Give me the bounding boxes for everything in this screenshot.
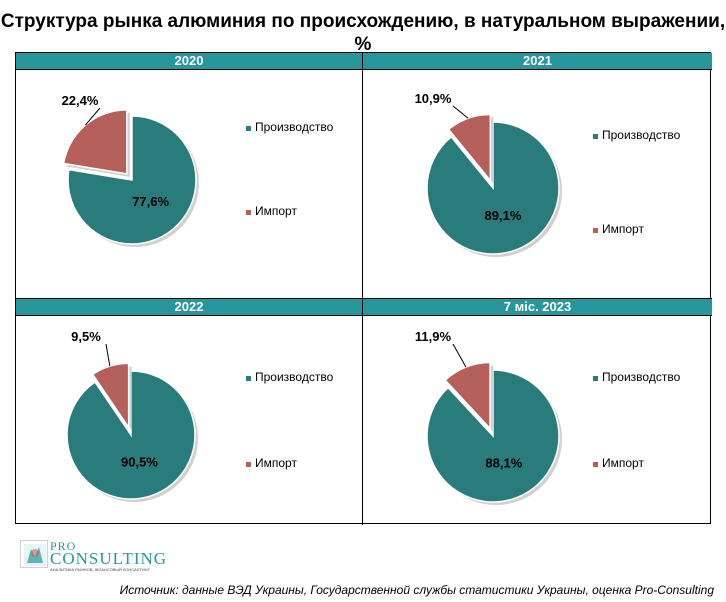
charts-grid: 2020 77,6% 22,4% Производство Импорт 2021 89,1… — [15, 52, 712, 525]
pie-slice-production — [67, 115, 197, 245]
pie-panel-title: 2021 — [363, 53, 712, 70]
pie-slice-production — [66, 370, 196, 500]
pie-data-label: 10,9% — [415, 91, 452, 106]
pie-data-label: 11,9% — [415, 329, 452, 344]
pie-slice-production — [426, 369, 560, 503]
pie-panel-3: 7 міс. 2023 88,1% 11,9% Производство Импорт — [363, 299, 712, 525]
pie-slice-production — [426, 121, 560, 255]
legend-swatch-production — [246, 376, 251, 381]
legend-label-import: Импорт — [602, 222, 644, 236]
logo-pro-text: PRO — [50, 539, 77, 553]
legend-swatch-import — [246, 462, 251, 467]
legend-swatch-production — [593, 134, 598, 139]
legend-label-import: Импорт — [255, 456, 297, 470]
pie-panel-title: 2020 — [16, 53, 362, 70]
pie-panel-2: 2022 90,5% 9,5% Производство Импорт — [16, 299, 363, 525]
logo-consulting-text: CONSULTING — [50, 549, 168, 568]
legend-label-production: Производство — [602, 128, 681, 142]
chart-title: Структура рынка алюминия по происхождени… — [0, 11, 726, 55]
pie-data-label: 9,5% — [71, 329, 101, 344]
pie-panel-0: 2020 77,6% 22,4% Производство Импорт — [16, 53, 363, 299]
pie-data-label: 77,6% — [132, 194, 169, 209]
source-note: Источник: данные ВЭД Украины, Государств… — [119, 583, 714, 597]
pie-slice-import — [444, 361, 491, 431]
pie-data-label: 22,4% — [62, 93, 99, 108]
legend-swatch-import — [593, 462, 598, 467]
legend-swatch-production — [593, 376, 598, 381]
pie-slice-import — [447, 113, 492, 183]
pie-data-label: 88,1% — [485, 456, 522, 471]
legend-label-production: Производство — [255, 120, 334, 134]
pie-chart-svg: 88,1% 11,9% Производство Импорт — [415, 329, 681, 505]
pie-chart-svg: 77,6% 22,4% Производство Импорт — [62, 93, 334, 247]
legend-label-import: Импорт — [602, 456, 644, 470]
legend-swatch-production — [246, 126, 251, 131]
logo-emblem-icon — [20, 540, 48, 568]
legend-label-import: Импорт — [255, 204, 297, 218]
pro-consulting-logo: PRO CONSULTING АНАЛИТИКА РЫНКОВ, ЖОАНСОВ… — [20, 536, 166, 572]
pie-data-label: 89,1% — [485, 208, 522, 223]
legend-swatch-import — [593, 228, 598, 233]
legend-swatch-import — [246, 210, 251, 215]
logo-tagline: АНАЛИТИКА РЫНКОВ, ЖОАНСОВЫЙ КОНСАЛТИНГ — [50, 567, 150, 572]
legend-label-production: Производство — [602, 370, 681, 384]
pie-slice-import — [91, 362, 130, 430]
pie-data-label: 90,5% — [121, 455, 158, 470]
pie-panel-title: 2022 — [16, 299, 362, 316]
pie-panel-1: 2021 89,1% 10,9% Производство Импорт — [363, 53, 712, 299]
pie-chart-svg: 89,1% 10,9% Производство Импорт — [415, 91, 681, 257]
pie-chart-svg: 90,5% 9,5% Производство Импорт — [66, 329, 334, 502]
pie-slice-import — [62, 109, 128, 175]
pie-panel-title: 7 міс. 2023 — [363, 299, 712, 316]
legend-label-production: Производство — [255, 370, 334, 384]
